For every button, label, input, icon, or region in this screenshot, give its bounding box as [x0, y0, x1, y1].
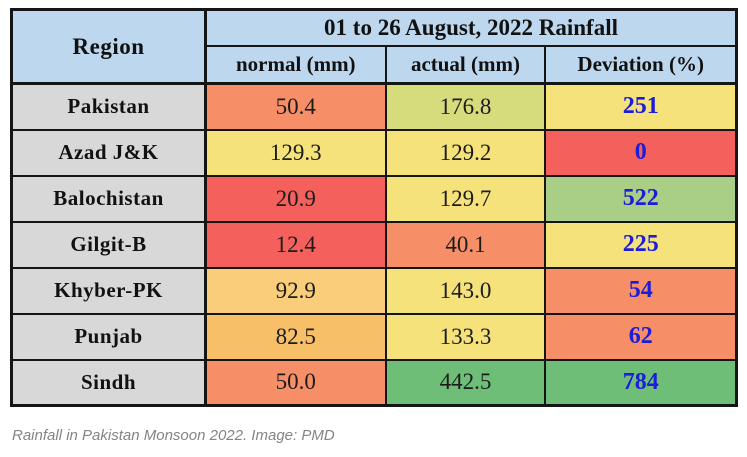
table-row-azad-jk: Azad J&K 129.3 129.2 0 [10, 128, 738, 177]
normal-value-cell: 50.4 [204, 82, 387, 131]
region-cell: Gilgit-B [10, 220, 208, 269]
table-row-balochistan: Balochistan 20.9 129.7 522 [10, 174, 738, 223]
normal-value-cell: 92.9 [204, 266, 387, 315]
actual-value-cell: 129.7 [384, 174, 547, 223]
normal-value-cell: 12.4 [204, 220, 387, 269]
actual-value-cell: 129.2 [384, 128, 547, 177]
column-header-actual: actual (mm) [384, 44, 547, 85]
table-row-punjab: Punjab 82.5 133.3 62 [10, 312, 738, 361]
region-cell: Punjab [10, 312, 208, 361]
actual-value-cell: 176.8 [384, 82, 547, 131]
table-title: 01 to 26 August, 2022 Rainfall [204, 8, 738, 46]
deviation-value-cell: 522 [544, 174, 738, 223]
deviation-value-cell: 0 [544, 128, 738, 177]
column-header-deviation: Deviation (%) [544, 44, 738, 85]
table-row-khyber-pk: Khyber-PK 92.9 143.0 54 [10, 266, 738, 315]
rainfall-table: Region 01 to 26 August, 2022 Rainfall no… [10, 8, 738, 407]
region-cell: Pakistan [10, 82, 208, 131]
region-column-header: Region [10, 8, 208, 85]
actual-value-cell: 442.5 [384, 358, 547, 407]
deviation-value-cell: 225 [544, 220, 738, 269]
column-header-normal: normal (mm) [204, 44, 387, 85]
normal-value-cell: 82.5 [204, 312, 387, 361]
deviation-value-cell: 251 [544, 82, 738, 131]
normal-value-cell: 20.9 [204, 174, 387, 223]
normal-value-cell: 129.3 [204, 128, 387, 177]
image-caption: Rainfall in Pakistan Monsoon 2022. Image… [12, 427, 335, 444]
header-row-title: Region 01 to 26 August, 2022 Rainfall [10, 8, 738, 85]
deviation-value-cell: 62 [544, 312, 738, 361]
header-row-columns: normal (mm) actual (mm) Deviation (%) [12, 44, 738, 85]
region-cell: Khyber-PK [10, 266, 208, 315]
actual-value-cell: 143.0 [384, 266, 547, 315]
normal-value-cell: 50.0 [204, 358, 387, 407]
region-cell: Balochistan [10, 174, 208, 223]
table-row-sindh: Sindh 50.0 442.5 784 [10, 358, 738, 407]
actual-value-cell: 40.1 [384, 220, 547, 269]
actual-value-cell: 133.3 [384, 312, 547, 361]
region-cell: Azad J&K [10, 128, 208, 177]
deviation-value-cell: 784 [544, 358, 738, 407]
deviation-value-cell: 54 [544, 266, 738, 315]
table-row-pakistan: Pakistan 50.4 176.8 251 [10, 82, 738, 131]
table-row-gilgit-b: Gilgit-B 12.4 40.1 225 [10, 220, 738, 269]
region-cell: Sindh [10, 358, 208, 407]
